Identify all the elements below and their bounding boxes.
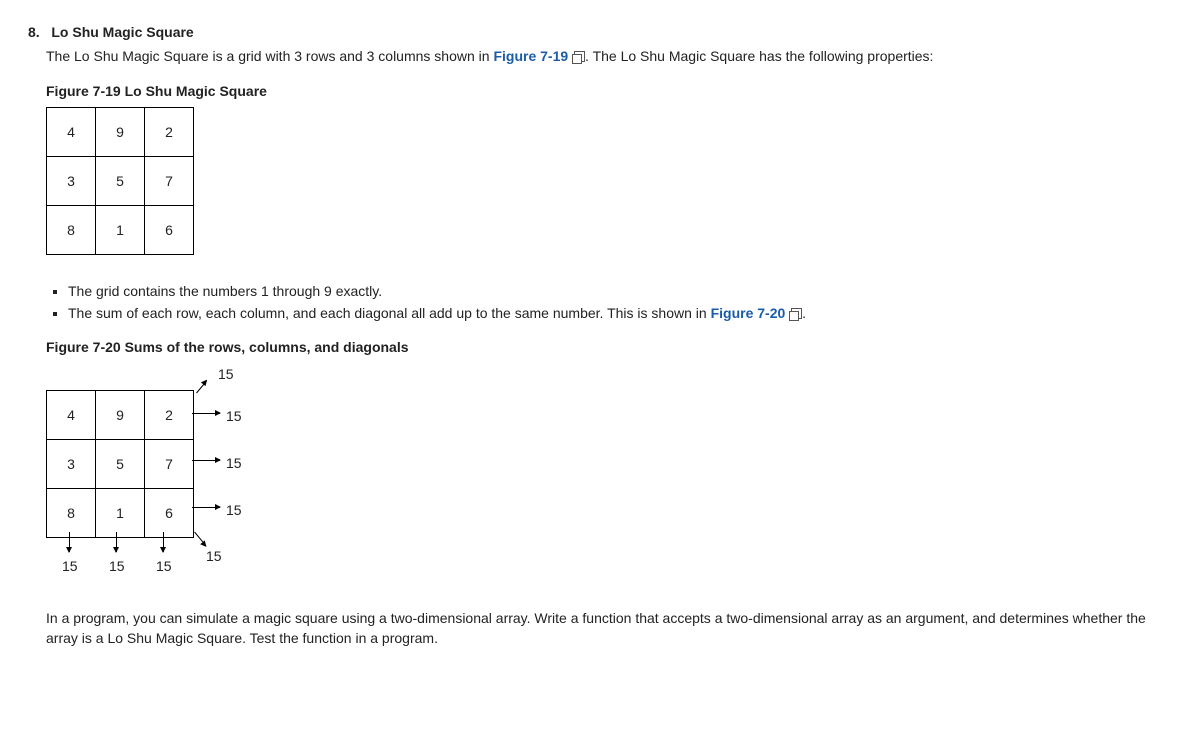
grid-cell: 5 <box>96 439 145 488</box>
exercise-number: 8. <box>28 24 40 40</box>
grid-cell: 2 <box>145 107 194 156</box>
arrow-icon <box>196 380 207 393</box>
grid-cell: 4 <box>47 107 96 156</box>
table-row: 4 9 2 <box>47 107 194 156</box>
grid-cell: 9 <box>96 390 145 439</box>
list-item: The sum of each row, each column, and ea… <box>68 303 1172 323</box>
arrow-icon <box>163 532 164 552</box>
diag-sum-top: 15 <box>218 364 234 384</box>
figure-7-19-caption: Figure 7-19 Lo Shu Magic Square <box>46 81 1172 101</box>
figure-7-20-diagram: 15 4 9 2 3 5 7 8 1 6 15 15 15 15 15 15 1… <box>46 364 306 594</box>
grid-cell: 2 <box>145 390 194 439</box>
grid-cell: 6 <box>145 205 194 254</box>
col-sum: 15 <box>62 556 78 576</box>
item2-suffix: . <box>802 305 806 321</box>
grid-cell: 9 <box>96 107 145 156</box>
intro-suffix: . The Lo Shu Magic Square has the follow… <box>585 48 933 64</box>
arrow-icon <box>69 532 70 552</box>
arrow-icon <box>192 507 220 508</box>
final-paragraph: In a program, you can simulate a magic s… <box>46 608 1154 649</box>
row-sum: 15 <box>226 500 242 520</box>
arrow-icon <box>116 532 117 552</box>
intro-paragraph: The Lo Shu Magic Square is a grid with 3… <box>46 46 1172 66</box>
figure-7-20-link[interactable]: Figure 7-20 <box>711 305 803 321</box>
exercise-title: Lo Shu Magic Square <box>51 24 193 40</box>
grid-cell: 3 <box>47 156 96 205</box>
grid-cell: 1 <box>96 488 145 537</box>
figure-7-19-grid: 4 9 2 3 5 7 8 1 6 <box>46 107 194 255</box>
grid-cell: 5 <box>96 156 145 205</box>
col-sum: 15 <box>156 556 172 576</box>
arrow-icon <box>192 460 220 461</box>
arrow-icon <box>194 531 206 545</box>
properties-list: The grid contains the numbers 1 through … <box>50 281 1172 324</box>
arrow-icon <box>192 413 220 414</box>
grid-cell: 1 <box>96 205 145 254</box>
figure-7-20-link-text: Figure 7-20 <box>711 305 786 321</box>
grid-cell: 6 <box>145 488 194 537</box>
figure-7-19-link-text: Figure 7-19 <box>493 48 568 64</box>
list-item: The grid contains the numbers 1 through … <box>68 281 1172 301</box>
popup-icon <box>791 308 802 319</box>
item2-prefix: The sum of each row, each column, and ea… <box>68 305 711 321</box>
grid-cell: 8 <box>47 205 96 254</box>
table-row: 8 1 6 <box>47 205 194 254</box>
table-row: 8 1 6 <box>47 488 194 537</box>
table-row: 3 5 7 <box>47 156 194 205</box>
figure-7-20-grid: 4 9 2 3 5 7 8 1 6 <box>46 390 194 538</box>
row-sum: 15 <box>226 453 242 473</box>
grid-cell: 8 <box>47 488 96 537</box>
popup-icon <box>574 51 585 62</box>
table-row: 3 5 7 <box>47 439 194 488</box>
figure-7-19-link[interactable]: Figure 7-19 <box>493 48 585 64</box>
intro-prefix: The Lo Shu Magic Square is a grid with 3… <box>46 48 493 64</box>
row-sum: 15 <box>226 406 242 426</box>
diag-sum-bottom: 15 <box>206 546 222 566</box>
grid-cell: 4 <box>47 390 96 439</box>
exercise-header: 8. Lo Shu Magic Square <box>28 22 1172 42</box>
grid-cell: 3 <box>47 439 96 488</box>
figure-7-20-caption: Figure 7-20 Sums of the rows, columns, a… <box>46 337 1172 357</box>
col-sum: 15 <box>109 556 125 576</box>
table-row: 4 9 2 <box>47 390 194 439</box>
grid-cell: 7 <box>145 439 194 488</box>
grid-cell: 7 <box>145 156 194 205</box>
